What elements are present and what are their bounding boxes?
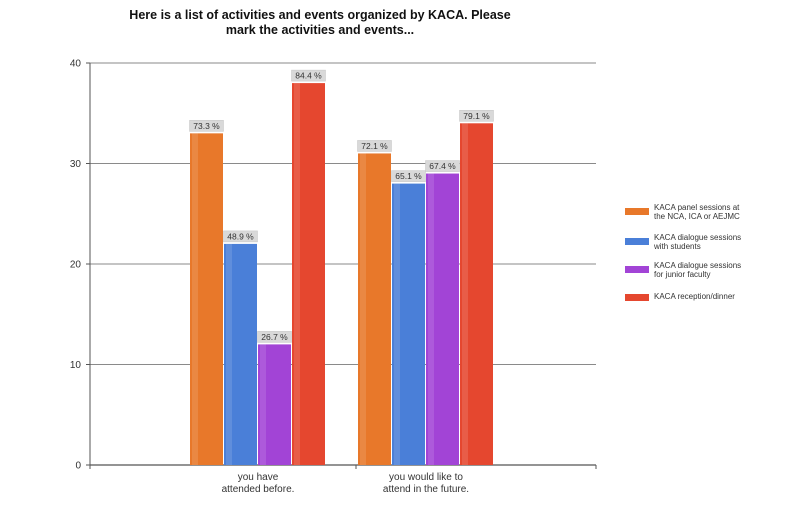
data-label-box [189, 120, 224, 132]
bar-highlight [428, 173, 434, 466]
legend-label: with students [653, 242, 701, 251]
bar-highlight [192, 133, 198, 465]
legend-swatch [625, 266, 649, 273]
bar [292, 83, 325, 465]
gridlines [90, 62, 596, 466]
y-tick-label: 30 [70, 159, 82, 170]
bar [258, 344, 291, 465]
bar [392, 183, 425, 465]
data-label-box [257, 331, 292, 343]
data-label: 67.4 % [429, 161, 456, 171]
legend-label: KACA dialogue sessions [654, 233, 741, 242]
legend-swatch [625, 208, 649, 215]
data-label-box [291, 69, 326, 82]
y-tick-label: 10 [70, 360, 82, 371]
data-label-box [391, 170, 426, 182]
chart-title: Here is a list of activities and events … [129, 8, 511, 37]
data-label: 72.1 % [361, 141, 388, 151]
y-tick-label: 20 [70, 260, 82, 271]
data-label: 79.1 % [463, 111, 490, 121]
bar [460, 123, 493, 466]
x-category-label: attended before. [222, 484, 295, 495]
y-tick-label: 0 [75, 461, 81, 472]
bar-highlight [226, 243, 232, 465]
data-label: 48.9 % [227, 231, 254, 241]
legend-swatch [625, 294, 649, 301]
legend-label: KACA panel sessions at [654, 203, 740, 212]
bar [426, 173, 459, 466]
bar [190, 133, 223, 465]
data-label-box [357, 140, 392, 152]
data-label-box [459, 110, 494, 122]
legend-label: KACA dialogue sessions [654, 261, 741, 270]
x-category-label: you would like to [389, 472, 463, 483]
bar-highlight [394, 183, 400, 465]
data-label: 84.4 % [295, 71, 322, 81]
bar-highlight [360, 153, 366, 465]
y-tick-label: 40 [70, 59, 82, 70]
data-label: 73.3 % [193, 121, 220, 131]
bar [224, 243, 257, 465]
bar-highlight [294, 83, 300, 465]
legend-label: KACA reception/dinner [654, 292, 735, 301]
data-label: 26.7 % [261, 332, 288, 342]
x-category-label: you have [238, 472, 279, 483]
bar-highlight [462, 123, 468, 466]
legend-label: the NCA, ICA or AEJMC [654, 212, 740, 221]
data-label: 65.1 % [395, 171, 422, 181]
legend-label: for junior faculty [654, 270, 710, 279]
bar [358, 153, 391, 465]
bar-highlight [260, 344, 266, 465]
data-labels: 73.3 % 48.9 % 26.7 % 84.4 % 72.1 % 65.1 % 67.4… [189, 69, 494, 343]
bars [190, 83, 493, 466]
data-label-box [425, 160, 460, 172]
data-label-box [223, 230, 258, 243]
legend-swatch [625, 238, 649, 245]
x-category-label: attend in the future. [383, 484, 469, 495]
